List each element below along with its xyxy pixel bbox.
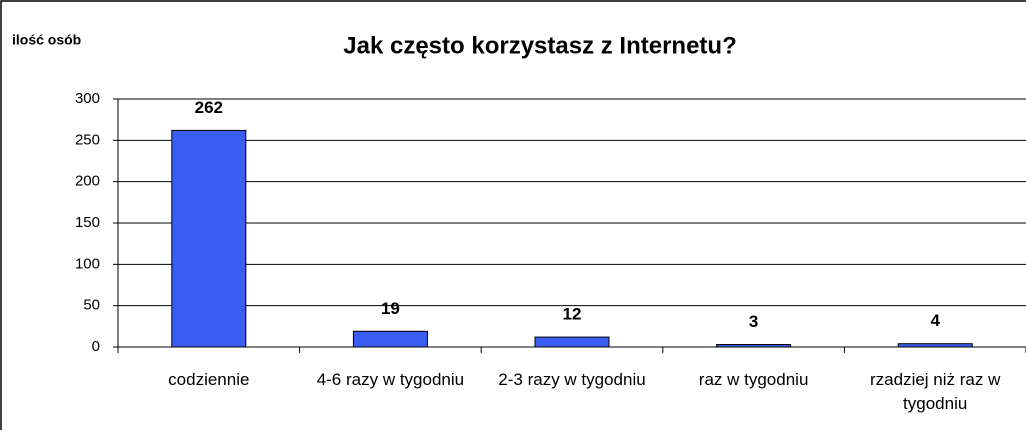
data-label: 262 bbox=[195, 98, 223, 117]
bar bbox=[352, 330, 428, 348]
y-tick-label: 200 bbox=[75, 173, 100, 190]
y-tick-label: 50 bbox=[83, 297, 100, 314]
data-label: 3 bbox=[749, 312, 758, 331]
data-label: 12 bbox=[563, 305, 582, 324]
data-label: 4 bbox=[930, 311, 940, 330]
x-tick-label: codziennie bbox=[168, 370, 250, 389]
x-tick-label: raz w tygodniu bbox=[698, 370, 809, 389]
x-tick-label: rzadziej niż raz w tygodniu bbox=[870, 370, 1001, 413]
y-axis-label: ilość osób bbox=[12, 32, 81, 48]
y-tick-label: 150 bbox=[75, 214, 100, 231]
y-tick-label: 0 bbox=[92, 338, 100, 355]
x-tick-label: 2-3 razy w tygodniu bbox=[498, 370, 646, 389]
bar bbox=[716, 344, 792, 348]
chart-title: Jak często korzystasz z Internetu? bbox=[343, 32, 736, 59]
y-tick-label: 250 bbox=[75, 131, 100, 148]
data-label: 19 bbox=[381, 299, 400, 318]
x-tick-label: 4-6 razy w tygodniu bbox=[316, 370, 465, 389]
bar bbox=[897, 343, 973, 348]
bar bbox=[534, 336, 610, 348]
bar bbox=[171, 129, 247, 348]
y-tick-label: 100 bbox=[75, 255, 100, 272]
y-tick-label: 300 bbox=[75, 90, 100, 107]
